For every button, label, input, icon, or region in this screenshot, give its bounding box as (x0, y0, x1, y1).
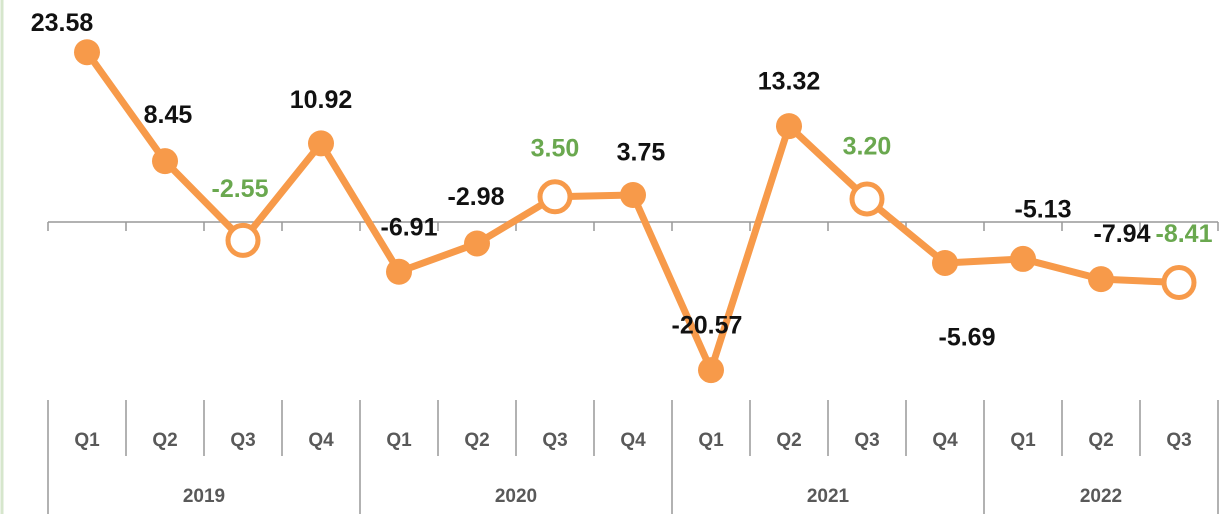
point (849, 181, 885, 217)
data-label: -2.98 (448, 183, 505, 211)
data-label: -6.91 (381, 213, 438, 241)
x-tick-label: Q2 (776, 430, 801, 451)
x-group-label: 2020 (495, 486, 537, 507)
x-tick-label: Q3 (1166, 430, 1191, 451)
data-label: -5.69 (939, 324, 996, 352)
x-tick-label: Q4 (620, 430, 646, 451)
x-group-label: 2022 (1080, 486, 1122, 507)
data-label: 10.92 (290, 86, 353, 114)
data-label: 3.20 (843, 133, 892, 161)
data-label: -8.41 (1156, 220, 1213, 248)
point (698, 357, 724, 384)
x-tick-label: Q1 (698, 430, 724, 451)
x-group-label: 2021 (807, 486, 850, 507)
data-label: 8.45 (144, 101, 193, 129)
x-tick-label: Q1 (74, 430, 100, 451)
data-label: -2.55 (212, 175, 269, 203)
data-label: -20.57 (672, 312, 743, 340)
data-label: 23.58 (31, 9, 94, 37)
point (776, 113, 802, 140)
point (620, 182, 646, 208)
x-tick-label: Q3 (854, 430, 879, 451)
point (74, 39, 100, 66)
x-tick-label: Q2 (152, 430, 177, 451)
data-label: -5.13 (1015, 196, 1072, 224)
data-label: 13.32 (758, 68, 821, 96)
x-tick-label: Q1 (386, 430, 412, 451)
data-label: -7.94 (1094, 220, 1151, 248)
point (386, 258, 412, 285)
data-label: 3.75 (617, 139, 666, 167)
point (1161, 265, 1197, 301)
point (932, 249, 958, 276)
point (1010, 245, 1036, 272)
x-tick-label: Q3 (542, 430, 567, 451)
point (1088, 266, 1114, 293)
x-tick-label: Q1 (1010, 430, 1036, 451)
x-group-label: 2019 (183, 486, 225, 507)
data-label: 3.50 (531, 134, 580, 162)
x-tick-label: Q2 (1088, 430, 1113, 451)
x-tick-label: Q2 (464, 430, 489, 451)
point (464, 230, 490, 257)
point (225, 222, 261, 258)
point (308, 130, 334, 157)
x-tick-label: Q4 (308, 430, 334, 451)
x-tick-label: Q4 (932, 430, 958, 451)
point (152, 148, 178, 175)
x-tick-label: Q3 (230, 430, 255, 451)
point (537, 179, 573, 215)
